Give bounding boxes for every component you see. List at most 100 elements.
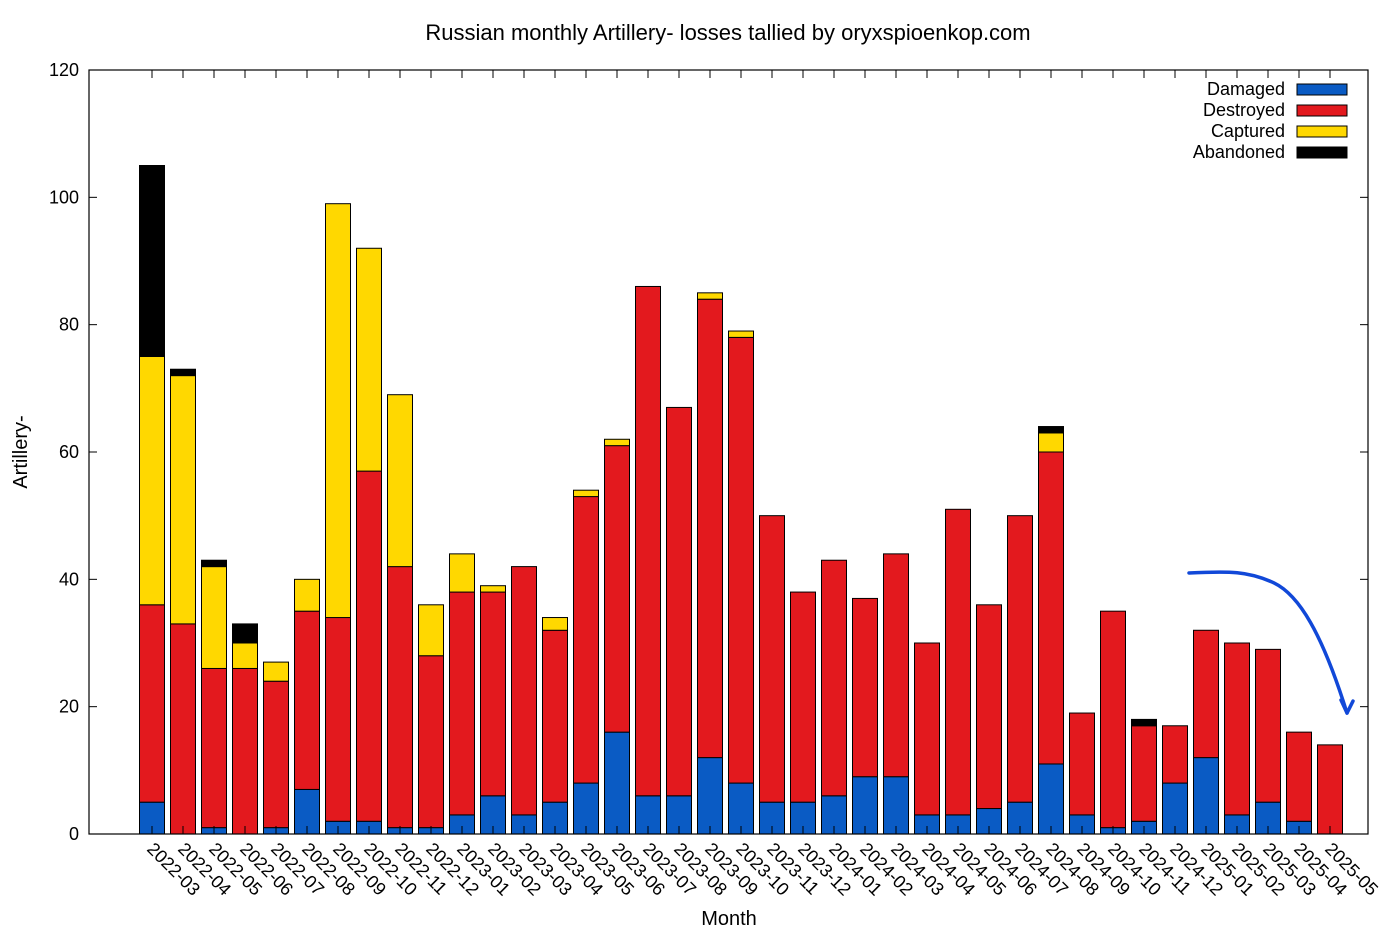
bar-stack-2025-01	[1193, 629, 1219, 835]
bar-stack-2024-02	[852, 597, 878, 835]
bar-stack-2022-03	[139, 165, 165, 835]
bar-stack-2022-10	[356, 247, 382, 835]
bar-captured-2022-04	[170, 375, 196, 625]
bar-stack-2024-08	[1038, 426, 1064, 835]
bar-stack-2022-06	[232, 623, 258, 835]
legend-swatch-captured	[1296, 125, 1348, 138]
bar-captured-2023-06	[604, 438, 630, 447]
bar-stack-2023-10	[728, 330, 754, 835]
bar-stack-2023-12	[790, 591, 816, 835]
bar-destroyed-2022-09	[325, 617, 351, 822]
legend-swatch-destroyed	[1296, 104, 1348, 117]
bar-stack-2024-07	[1007, 515, 1033, 835]
bar-stack-2023-02	[480, 585, 506, 835]
bar-captured-2023-10	[728, 330, 754, 338]
bar-destroyed-2025-05	[1317, 744, 1343, 835]
bar-stack-2023-05	[573, 489, 599, 835]
bar-destroyed-2022-06	[232, 667, 258, 835]
legend-swatch-damaged	[1296, 83, 1348, 96]
bar-destroyed-2024-10	[1100, 610, 1126, 829]
bar-captured-2024-08	[1038, 432, 1064, 453]
bar-captured-2023-04	[542, 617, 568, 631]
bar-damaged-2024-12	[1162, 782, 1188, 835]
bar-damaged-2024-03	[883, 776, 909, 835]
bar-destroyed-2023-11	[759, 515, 785, 803]
bar-destroyed-2024-08	[1038, 451, 1064, 765]
bar-destroyed-2022-08	[294, 610, 320, 790]
y-tick-label: 0	[69, 824, 79, 844]
bar-destroyed-2025-03	[1255, 648, 1281, 803]
bar-abandoned-2024-08	[1038, 426, 1064, 434]
bar-destroyed-2023-06	[604, 445, 630, 733]
bar-destroyed-2022-03	[139, 604, 165, 803]
bar-abandoned-2024-11	[1131, 718, 1157, 727]
bar-stack-2024-06	[976, 604, 1002, 835]
bar-stack-2022-12	[418, 604, 444, 835]
bar-stack-2024-05	[945, 508, 971, 835]
bar-abandoned-2022-06	[232, 623, 258, 644]
bar-captured-2022-09	[325, 203, 351, 619]
bar-stack-2024-04	[914, 642, 940, 835]
bar-abandoned-2022-05	[201, 559, 227, 568]
y-tick-label: 40	[59, 569, 79, 589]
bar-captured-2022-05	[201, 566, 227, 669]
bar-destroyed-2024-02	[852, 597, 878, 778]
bar-stack-2024-03	[883, 553, 909, 835]
bar-destroyed-2023-02	[480, 591, 506, 797]
bar-destroyed-2023-12	[790, 591, 816, 803]
bar-destroyed-2024-09	[1069, 712, 1095, 816]
bar-destroyed-2022-12	[418, 655, 444, 829]
bar-captured-2022-10	[356, 247, 382, 472]
bar-captured-2022-11	[387, 394, 413, 568]
y-axis-ticks: 0 20 40 60 80 100 120	[49, 60, 1368, 844]
bar-stack-2024-11	[1131, 718, 1157, 835]
bar-destroyed-2023-07	[635, 285, 661, 797]
bar-stack-2024-09	[1069, 712, 1095, 835]
bar-captured-2022-03	[139, 356, 165, 606]
y-tick-label: 120	[49, 60, 79, 80]
bar-destroyed-2024-01	[821, 559, 847, 797]
bar-stack-2023-03	[511, 566, 537, 835]
bars	[139, 165, 1343, 835]
y-tick-label: 100	[49, 187, 79, 207]
bar-stack-2022-09	[325, 203, 351, 835]
bar-destroyed-2024-03	[883, 553, 909, 778]
legend-label-captured: Captured	[1211, 121, 1285, 141]
trend-arrow-head	[1339, 698, 1355, 715]
bar-stack-2025-05	[1317, 744, 1343, 835]
bar-stack-2022-05	[201, 559, 227, 835]
bar-damaged-2025-01	[1193, 757, 1219, 835]
bar-stack-2024-01	[821, 559, 847, 835]
bar-destroyed-2025-04	[1286, 731, 1312, 822]
chart-title: Russian monthly Artillery- losses tallie…	[425, 20, 1030, 45]
bar-stack-2023-06	[604, 438, 630, 835]
bar-captured-2022-08	[294, 578, 320, 612]
bar-stack-2025-04	[1286, 731, 1312, 835]
bar-destroyed-2023-01	[449, 591, 475, 816]
x-axis-label: Month	[701, 908, 757, 930]
plot-frame	[88, 69, 1369, 835]
bar-damaged-2025-03	[1255, 801, 1281, 835]
bar-damaged-2024-02	[852, 776, 878, 835]
bar-stack-2025-02	[1224, 642, 1250, 835]
legend-label-abandoned: Abandoned	[1193, 142, 1285, 162]
bar-stack-2022-07	[263, 661, 289, 835]
bar-captured-2022-12	[418, 604, 444, 657]
bar-stack-2023-09	[697, 292, 723, 835]
bar-destroyed-2022-11	[387, 566, 413, 829]
bar-stack-2023-07	[635, 285, 661, 835]
legend-swatch-abandoned	[1296, 146, 1348, 159]
bar-destroyed-2023-05	[573, 496, 599, 784]
bar-captured-2023-02	[480, 585, 506, 593]
bar-captured-2022-06	[232, 642, 258, 669]
y-tick-label: 60	[59, 442, 79, 462]
bar-damaged-2024-08	[1038, 763, 1064, 835]
trend-arrow-annotation	[1187, 570, 1355, 715]
bar-destroyed-2022-05	[201, 667, 227, 829]
bar-captured-2023-01	[449, 553, 475, 593]
bar-stack-2023-11	[759, 515, 785, 835]
bar-destroyed-2024-11	[1131, 725, 1157, 822]
bar-stack-2023-01	[449, 553, 475, 835]
bar-abandoned-2022-04	[170, 368, 196, 377]
